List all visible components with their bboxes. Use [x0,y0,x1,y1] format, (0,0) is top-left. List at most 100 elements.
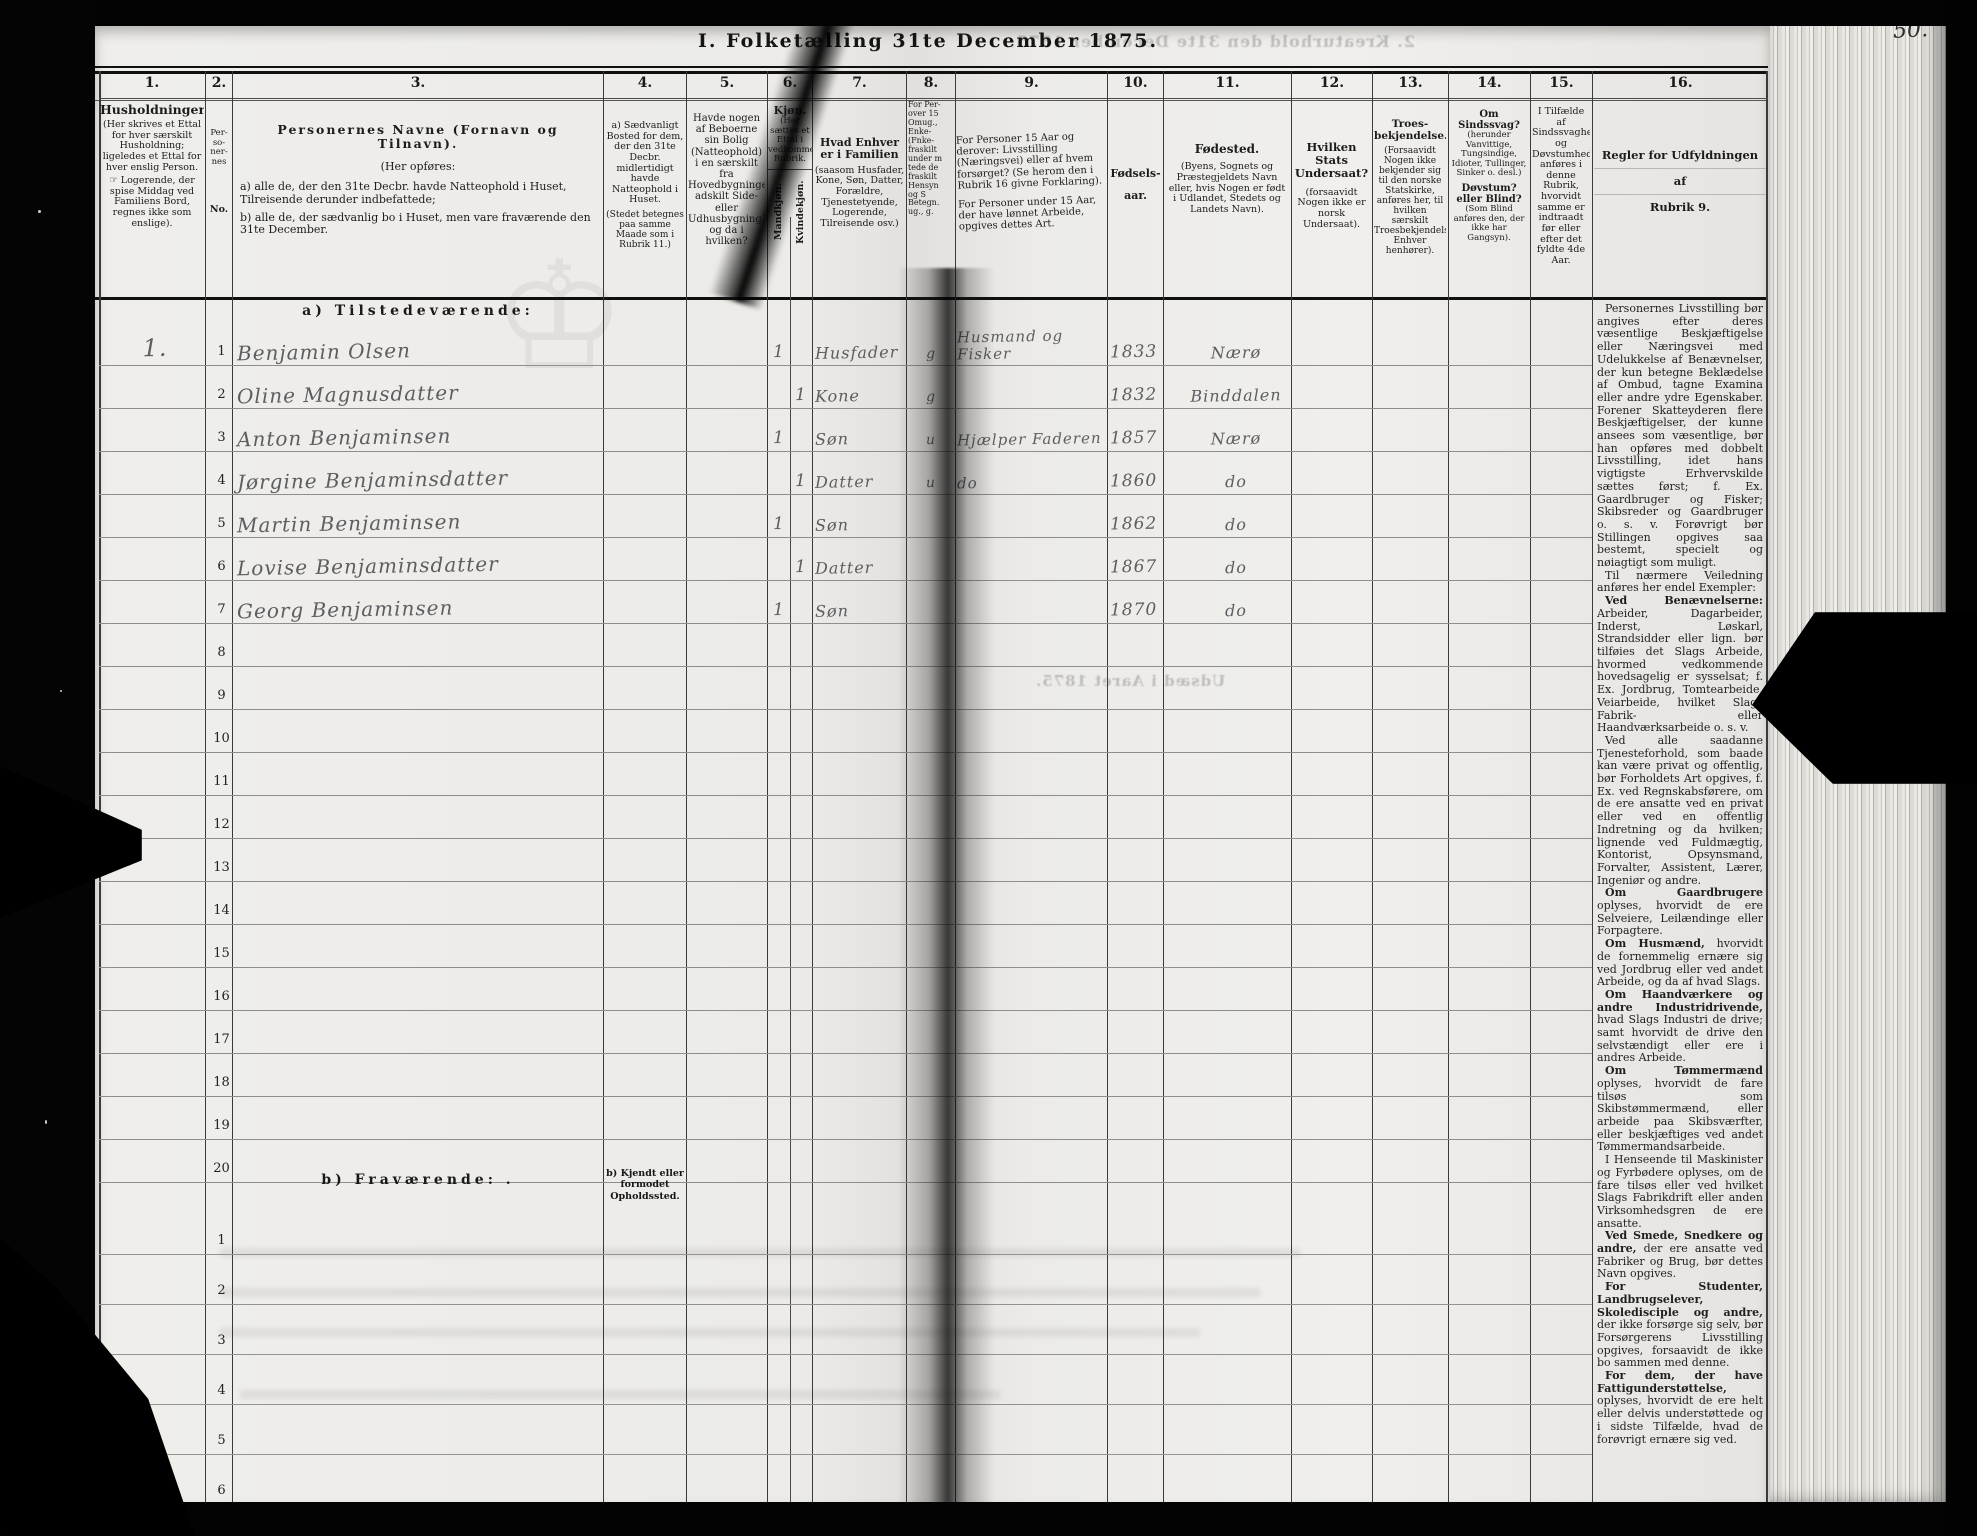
person-number: 9 [217,688,226,703]
birthplace [1171,748,1301,750]
table-row: 16 [99,968,1592,1011]
col-divider [1163,71,1164,1504]
family-position: Søn [814,515,850,535]
person-name [237,703,617,710]
birthplace [1171,1006,1301,1008]
person-name [237,1047,617,1054]
family-position [815,963,910,965]
family-position [815,1135,910,1137]
person-number: 2 [217,387,226,402]
crest-watermark: ♔ [492,230,627,404]
table-row: 3 [99,1305,1592,1355]
person-name [237,789,617,796]
rules-column-text: Personernes Livsstilling bør angives eft… [1597,303,1763,1497]
table-row: 1. 1 Benjamin Olsen 1 Husfader g Husmand… [99,297,1592,366]
birth-year [1110,1007,1164,1008]
birthplace [1171,705,1301,707]
person-number: 17 [213,1032,230,1047]
family-position: Søn [814,601,850,621]
header-birthplace: Fødested. (Byens, Sognets og Præstegjeld… [1168,142,1286,215]
birth-year [1110,1050,1164,1051]
person-number: 4 [217,1383,226,1398]
person-name [237,660,617,667]
header-fragment: Hensyn [908,180,939,190]
dust-speck [60,690,62,692]
table-row: 19 [99,1097,1592,1140]
colnum-16: 16. [1593,75,1768,99]
dust-speck [45,1120,47,1124]
header-marital-status: For Per-over 15 Omug., Enke- (Fnke-fraskilt… [908,101,954,295]
household-number [105,1178,205,1180]
birthplace [1171,1178,1301,1180]
person-number: 2 [217,1283,226,1298]
person-name [237,832,617,839]
person-name [237,1090,617,1097]
household-number [105,619,205,621]
birthplace [1171,662,1301,664]
section-b-label: b) Fraværende: . [321,1172,515,1188]
birthplace [1171,791,1301,793]
person-number: 7 [217,602,226,617]
gender-subdivider [790,217,791,1504]
rules-paragraph: For dem, der have Fattigunderstøttelse, … [1597,1369,1763,1446]
household-number [105,662,205,664]
header-fragment: (Fnke- [908,135,935,145]
birth-year [1110,878,1164,879]
household-number [105,1092,205,1094]
birth-year: 1862 [1109,513,1158,535]
birthplace: do [1224,557,1248,578]
birth-year: 1867 [1109,556,1158,578]
person-number: 16 [213,989,230,1004]
birth-year: 1833 [1109,341,1158,363]
colnum-2: 2. [206,75,232,99]
birth-year [1110,964,1164,965]
birth-year [1110,1093,1164,1094]
family-position [815,834,910,836]
col-divider [232,71,233,1504]
table-row: 5 Martin Benjaminsen 1 Søn 1862 do [99,495,1592,538]
household-number [105,705,205,707]
male-mark: 1 [772,513,786,535]
header-fragment: og S [908,189,926,199]
birth-year [1110,1136,1164,1137]
family-position [815,920,910,922]
family-position [815,662,910,664]
col-divider [812,71,813,1504]
household-number [105,791,205,793]
birth-year: 1870 [1109,599,1158,621]
present-persons-rows: 1. 1 Benjamin Olsen 1 Husfader g Husmand… [99,297,1592,1183]
colnum-5: 5. [687,75,767,99]
female-mark: 1 [794,384,808,406]
family-position: Kone [814,386,861,406]
birthplace [1171,1049,1301,1051]
household-number [105,1006,205,1008]
person-number: 12 [213,817,230,832]
bleedthrough-line [220,1288,1260,1297]
table-row: 6 Lovise Benjaminsdatter 1 Datter 1867 d… [99,538,1592,581]
rules-paragraph: Ved Benævnelserne: Arbeider, Dagarbeider… [1597,594,1763,735]
person-name [237,1004,617,1011]
rules-paragraph: I Henseende til Maskinister og Fyrbødere… [1597,1153,1763,1230]
table-row: 12 [99,796,1592,839]
birth-year [1110,835,1164,836]
person-name [237,875,617,882]
person-number: 18 [213,1075,230,1090]
birthplace [1171,877,1301,879]
birth-year [1110,706,1164,707]
person-name: Oline Magnusdatter [236,380,459,409]
rules-paragraph: Personernes Livsstilling bør angives eft… [1597,303,1763,570]
household-number [105,1049,205,1051]
person-name: Anton Benjaminsen [236,423,452,452]
birthplace: Binddalen [1190,385,1282,406]
male-mark: 1 [772,599,786,621]
birthplace [1171,1092,1301,1094]
person-name: Lovise Benjaminsdatter [236,551,499,581]
birth-year [1110,663,1164,664]
table-row: 10 [99,710,1592,753]
table-row: 7 Georg Benjaminsen 1 Søn 1870 do [99,581,1592,624]
section-a-label: a) Tilstedeværende: [302,303,534,319]
household-number [105,920,205,922]
household-number [105,490,205,492]
table-row: 2 [99,1255,1592,1305]
person-number: 6 [217,559,226,574]
